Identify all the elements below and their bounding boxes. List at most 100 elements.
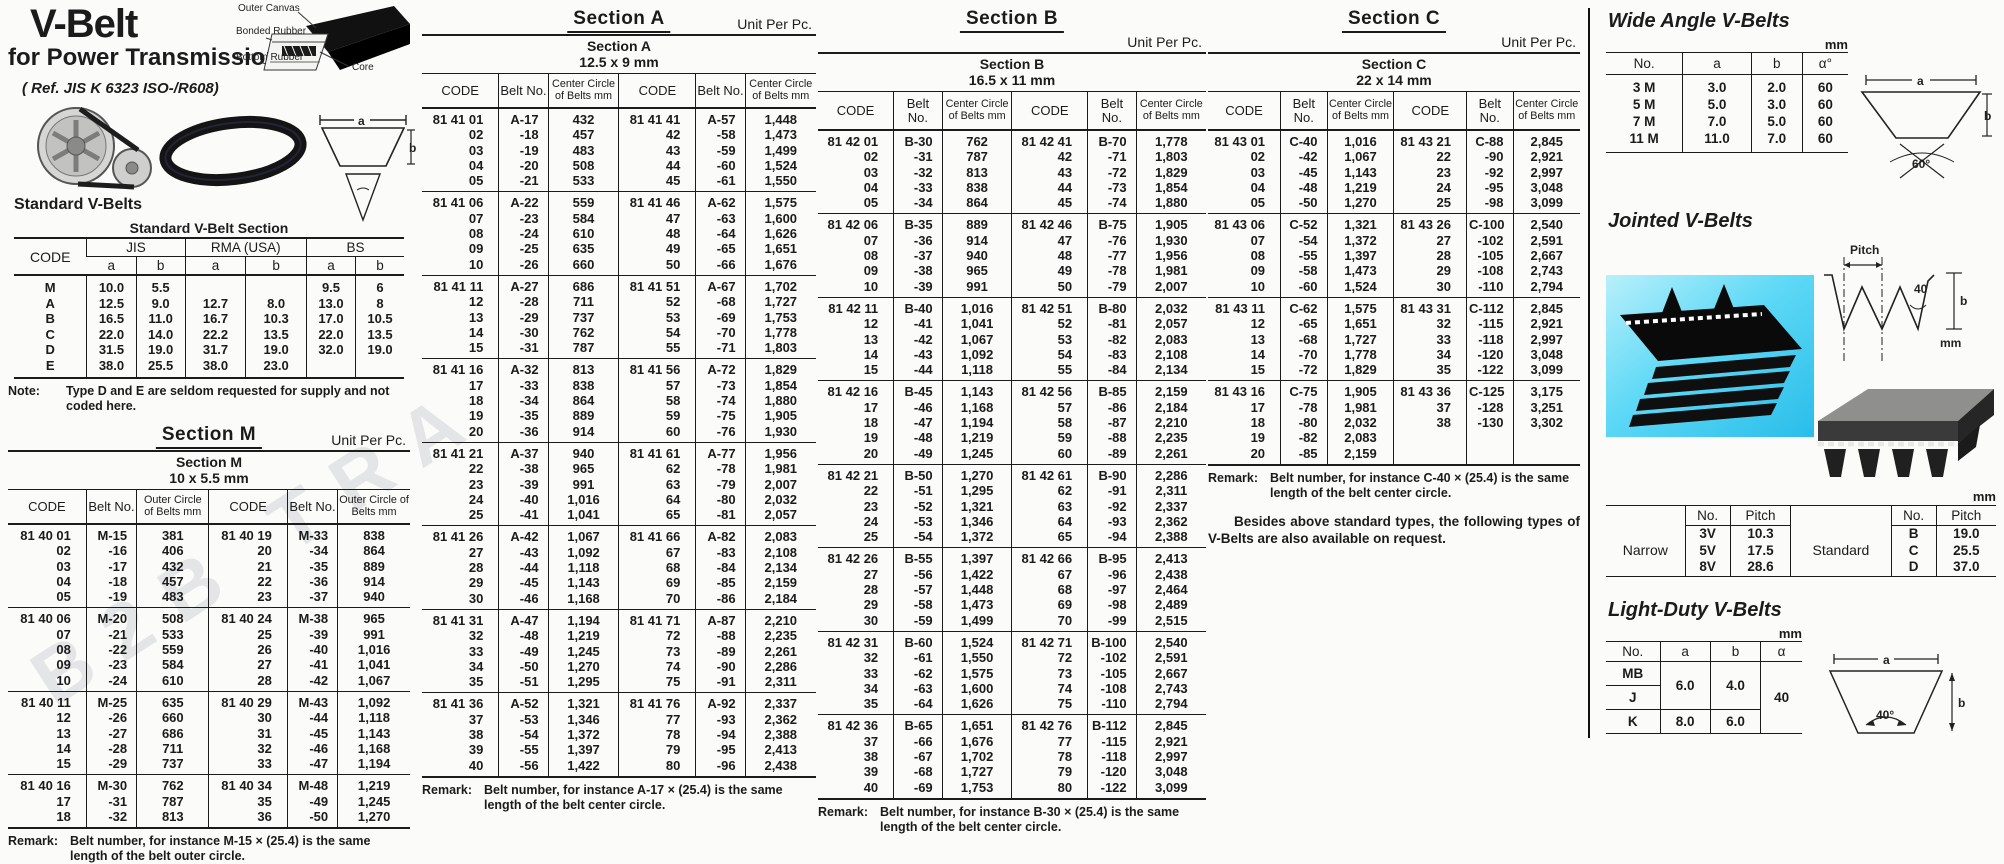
table-row: 38 -54 1,372 78 -94 2,388 [422, 726, 816, 743]
table-row: 13 -42 1,067 53 -82 2,083 [818, 331, 1206, 347]
wide-angle-unit: mm [1824, 37, 1848, 52]
table-group: 81 41 11 A-27 686 81 41 51 A-67 1,702 12 -28 711… [422, 275, 816, 359]
table-row: 03 -17 432 21 -35 889 [8, 558, 410, 574]
table-row: 14 -30 762 54 -70 1,778 [422, 324, 816, 341]
ld-angle-label: 40° [1876, 708, 1894, 722]
table-row: 07 -54 1,372 27 -102 2,591 [1208, 232, 1580, 249]
section-a-title: Section A [567, 8, 671, 33]
table-row: 18 -80 2,032 38 -130 3,302 [1208, 415, 1580, 431]
section-b-table: Section B 16.5 x 11 mm CODE Belt No. Cent… [818, 52, 1206, 800]
table-row: 09 -25 635 49 -65 1,651 [422, 241, 816, 257]
wide-angle-area: No. a b α° 3 M 3.0 2.0 60 5 M 5.0 3.0 60 7 M 7.0 5… [1606, 52, 1996, 210]
table-row: 81 42 16 B-45 1,143 81 42 56 B-85 2,159 [818, 380, 1206, 400]
table-row: 13 -27 686 31 -45 1,143 [8, 725, 410, 741]
table-row: 23 -39 991 63 -79 2,007 [422, 476, 816, 492]
section-a-column: Section A Unit Per Pc. Section A 12.5 x 9… [422, 8, 816, 813]
table-row: 81 40 06 M-20 508 81 40 24 M-38 965 [8, 607, 410, 627]
table-row: 81 40 11 M-25 635 81 40 29 M-43 1,092 [8, 691, 410, 711]
table-row: 02 -31 787 42 -71 1,803 [818, 149, 1206, 165]
std-bs-header: BS [305, 238, 404, 257]
light-duty-area: No. a b α MB 6.0 4.0 40 J K 8.0 6.0 [1606, 640, 1996, 771]
reference-note: ( Ref. JIS K 6323 ISO-/R608) [22, 80, 219, 97]
table-row: 20 -49 1,245 60 -89 2,261 [818, 445, 1206, 465]
page-subtitle: for Power Transmission [8, 44, 281, 71]
table-row: 7 M 7.0 5.0 60 [1606, 113, 1848, 130]
vbelt-photo [159, 115, 307, 187]
table-row: 81 43 16 C-75 1,905 81 43 36 C-125 3,175 [1208, 380, 1580, 400]
table-row: 14 -43 1,092 54 -83 2,108 [818, 346, 1206, 363]
table-row: 24 -40 1,016 64 -80 2,032 [422, 491, 816, 508]
table-row: 30 -59 1,499 70 -99 2,515 [818, 612, 1206, 632]
pitch-angle-label: 40 [1914, 282, 1928, 296]
table-row: 19 -48 1,219 59 -88 2,235 [818, 430, 1206, 446]
table-group: 81 43 16 C-75 1,905 81 43 36 C-125 3,175 17 -78… [1208, 380, 1580, 465]
table-row: 13 -68 1,727 33 -118 2,997 [1208, 331, 1580, 347]
table-row: 3 M 3.0 2.0 60 [1606, 74, 1848, 96]
section-c-title: Section C [1341, 8, 1447, 33]
table-row: 18 -34 864 58 -74 1,880 [422, 393, 816, 409]
wide-angle-dimension-diagram: a b 60° [1860, 74, 1992, 179]
table-row: 39 -55 1,397 79 -95 2,413 [422, 742, 816, 758]
column-divider [1588, 8, 1590, 738]
table-row: 03 -19 483 43 -59 1,499 [422, 142, 816, 158]
table-row: 81 43 01 C-40 1,016 81 43 21 C-88 2,845 [1208, 130, 1580, 150]
section-b-remark: Remark: Belt number, for instance B-30 ×… [818, 804, 1180, 834]
table-row: 04 -20 508 44 -60 1,524 [422, 157, 816, 174]
table-row: 10 -26 660 50 -66 1,676 [422, 256, 816, 276]
table-row: 28 -57 1,448 68 -97 2,464 [818, 582, 1206, 598]
bottom-rubber-label: Bottom Rubber [236, 52, 304, 63]
ld-dim-b-label: b [1958, 696, 1965, 710]
table-group: 81 40 16 M-30 762 81 40 34 M-48 1,219 17 -31 787… [8, 774, 410, 829]
section-a-table: Section A 12.5 x 9 mm CODE Belt No. Cente… [422, 34, 816, 778]
narrow-label: Narrow [1622, 542, 1668, 559]
ld-dim-a-label: a [1883, 653, 1890, 667]
table-row: 81 41 01 A-17 432 81 41 41 A-57 1,448 [422, 108, 816, 128]
table-group: 81 41 16 A-32 813 81 41 56 A-72 1,829 17 -33 838… [422, 358, 816, 443]
section-c-remark: Remark: Belt number, for instance C-40 ×… [1208, 470, 1570, 500]
section-c-table: Section C 22 x 14 mm CODE Belt No. Center… [1208, 52, 1580, 466]
table-row: 12 -28 711 52 -68 1,727 [422, 294, 816, 310]
table-row: 5 M 5.0 3.0 60 [1606, 96, 1848, 113]
jointed-title: Jointed V-Belts [1608, 210, 1753, 232]
table-row: 40 -69 1,753 80 -122 3,099 [818, 779, 1206, 799]
std-code-header: CODE [14, 238, 87, 276]
table-row: 81 40 01 M-15 381 81 40 19 M-33 838 [8, 524, 410, 544]
table-row: 22 -51 1,295 62 -91 2,311 [818, 483, 1206, 499]
table-row: 10 -24 610 28 -42 1,067 [8, 672, 410, 692]
table-group: 81 40 11 M-25 635 81 40 29 M-43 1,092 12 -26 660… [8, 691, 410, 775]
table-row: 27 -56 1,422 67 -96 2,438 [818, 566, 1206, 583]
table-row: 09 -38 965 49 -78 1,981 [818, 263, 1206, 279]
table-row: A 12.5 9.0 12.7 8.0 13.0 8 [14, 295, 404, 311]
right-column: Wide Angle V-Belts mm No. a b α° 3 M 3.0 2… [1606, 10, 1996, 771]
table-row: 14 -28 711 32 -46 1,168 [8, 740, 410, 757]
table-group: 81 40 06 M-20 508 81 40 24 M-38 965 07 -21 533 25… [8, 607, 410, 692]
standard-table-note: Note: Type D and E are seldom requested … [8, 384, 390, 413]
table-row: 81 41 21 A-37 940 81 41 61 A-77 1,956 [422, 442, 816, 462]
table-row: 37 -53 1,346 77 -93 2,362 [422, 711, 816, 727]
pitch-b-label: b [1960, 294, 1967, 308]
table-group: 81 42 31 B-60 1,524 81 42 71 B-100 2,540 32 -61… [818, 631, 1206, 715]
table-row: 10 -60 1,524 30 -110 2,794 [1208, 278, 1580, 298]
besides-paragraph: Besides above standard types, the follow… [1208, 513, 1580, 546]
table-row: 19 -35 889 59 -75 1,905 [422, 408, 816, 424]
table-row: 23 -52 1,321 63 -92 2,337 [818, 498, 1206, 514]
table-row: 29 -45 1,143 69 -85 2,159 [422, 575, 816, 591]
table-row: 07 -36 914 47 -76 1,930 [818, 232, 1206, 249]
table-row: 29 -58 1,473 69 -98 2,489 [818, 597, 1206, 613]
light-duty-dimension-diagram: a b 40° [1828, 653, 1965, 734]
table-row: 81 40 16 M-30 762 81 40 34 M-48 1,219 [8, 774, 410, 794]
pitch-unit-label: mm [1940, 336, 1961, 350]
table-row: 08 -37 940 48 -77 1,956 [818, 248, 1206, 264]
table-group: 81 43 06 C-52 1,321 81 43 26 C-100 2,540 07 -54… [1208, 213, 1580, 298]
table-row: 02 -18 457 42 -58 1,473 [422, 127, 816, 143]
section-m-table: Section M 10 x 5.5 mm CODE Belt No. Outer… [8, 450, 410, 830]
table-row: 27 -43 1,092 67 -83 2,108 [422, 544, 816, 561]
table-group: 81 41 31 A-47 1,194 81 41 71 A-87 2,210 32 -48 1… [422, 609, 816, 693]
table-row: 28 -44 1,118 68 -84 2,134 [422, 560, 816, 576]
belt-cross-section-illustration: Outer Canvas Bonded Rubber Bottom Rubber… [236, 3, 410, 73]
wa-dim-a-label: a [1917, 74, 1924, 88]
table-row: 17 -33 838 57 -73 1,854 [422, 377, 816, 394]
table-row: 32 -61 1,550 72 -102 2,591 [818, 650, 1206, 666]
std-jis-header: JIS [86, 238, 186, 257]
left-column: V-Belt for Power Transmission ( Ref. JIS… [8, 0, 416, 864]
